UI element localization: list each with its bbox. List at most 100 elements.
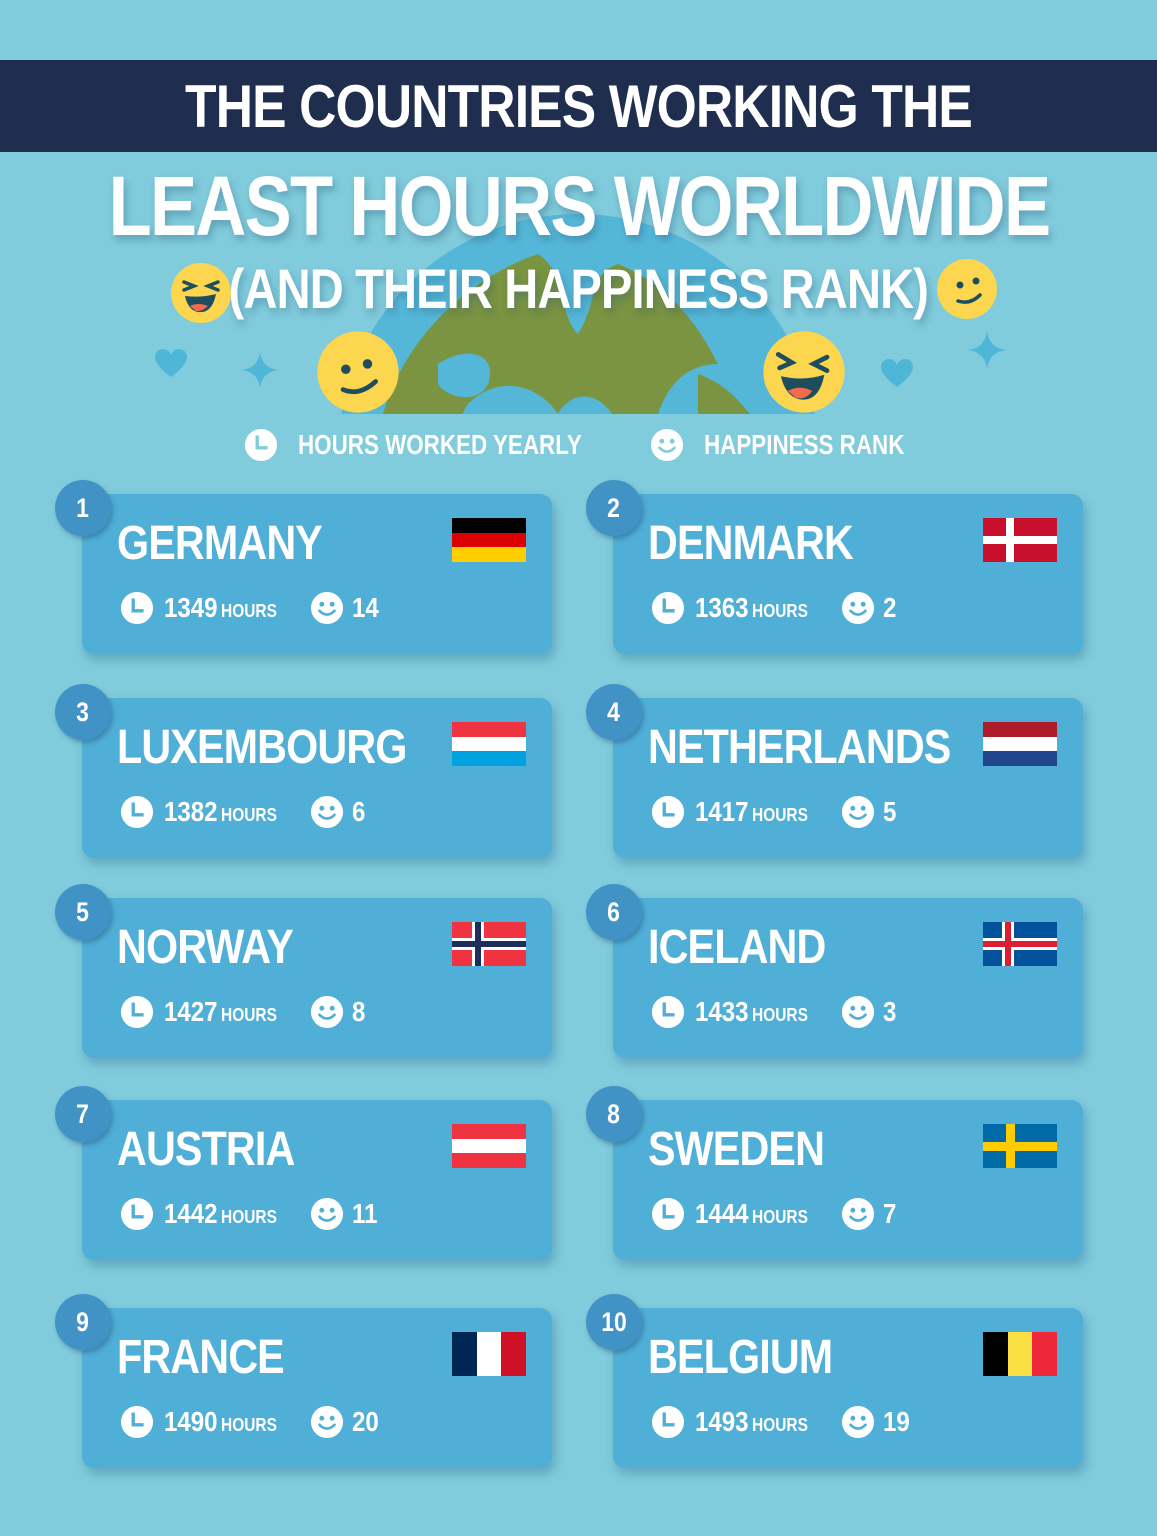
smiley-icon <box>310 591 344 625</box>
rank-badge: 4 <box>586 684 642 740</box>
clock-icon <box>651 995 685 1029</box>
smiley-icon <box>310 795 344 829</box>
iceland-flag-icon <box>983 922 1057 966</box>
hours-unit: HOURS <box>752 1207 808 1227</box>
heart-icon <box>155 349 187 377</box>
country-card-france: FRANCE 1490 HOURS 20 <box>82 1308 552 1468</box>
clock-icon <box>651 795 685 829</box>
hours-unit: HOURS <box>752 805 808 825</box>
country-card-denmark: DENMARK 1363 HOURS 2 <box>613 494 1083 654</box>
country-name: DENMARK <box>648 517 854 570</box>
hours-value: 1382 HOURS <box>164 796 277 827</box>
country-stats: 1490 HOURS 20 <box>120 1404 379 1440</box>
legend-hours-label: HOURS WORKED YEARLY <box>298 429 582 460</box>
title-banner: THE COUNTRIES WORKING THE <box>0 60 1157 152</box>
legend-happiness-label: HAPPINESS RANK <box>704 429 905 460</box>
smiling-emoji-icon <box>317 331 399 413</box>
country-name: ICELAND <box>648 921 826 974</box>
smiley-icon <box>841 795 875 829</box>
country-card-sweden: SWEDEN 1444 HOURS 7 <box>613 1100 1083 1260</box>
country-card-luxembourg: LUXEMBOURG 1382 HOURS 6 <box>82 698 552 858</box>
country-stats: 1363 HOURS 2 <box>651 590 896 626</box>
hours-value: 1417 HOURS <box>695 796 808 827</box>
hours-value: 1433 HOURS <box>695 996 808 1027</box>
hours-value: 1493 HOURS <box>695 1406 808 1437</box>
legend-hours: HOURS WORKED YEARLY <box>244 425 653 465</box>
country-stats: 1417 HOURS 5 <box>651 794 896 830</box>
country-card-norway: NORWAY 1427 HOURS 8 <box>82 898 552 1058</box>
happiness-rank-value: 8 <box>352 996 366 1027</box>
clock-icon <box>120 591 154 625</box>
country-card-austria: AUSTRIA 1442 HOURS 11 <box>82 1100 552 1260</box>
smiley-icon <box>841 591 875 625</box>
happiness-rank-value: 6 <box>352 796 366 827</box>
clock-icon <box>120 795 154 829</box>
country-name: BELGIUM <box>648 1331 833 1384</box>
happiness-rank-value: 19 <box>883 1406 910 1437</box>
rank-badge: 10 <box>586 1294 642 1350</box>
rank-badge: 7 <box>55 1086 111 1142</box>
clock-icon <box>120 995 154 1029</box>
happiness-rank-value: 5 <box>883 796 897 827</box>
smiley-icon <box>310 1197 344 1231</box>
smiley-icon <box>841 995 875 1029</box>
hours-value: 1363 HOURS <box>695 592 808 623</box>
hours-unit: HOURS <box>752 1005 808 1025</box>
hours-unit: HOURS <box>221 805 277 825</box>
country-card-iceland: ICELAND 1433 HOURS 3 <box>613 898 1083 1058</box>
smiley-icon <box>650 428 684 462</box>
happiness-rank-value: 7 <box>883 1198 897 1229</box>
country-stats: 1427 HOURS 8 <box>120 994 365 1030</box>
austria-flag-icon <box>452 1124 526 1168</box>
rank-badge: 6 <box>586 884 642 940</box>
hours-unit: HOURS <box>221 601 277 621</box>
clock-icon <box>651 591 685 625</box>
smiley-icon <box>310 1405 344 1439</box>
rank-badge: 9 <box>55 1294 111 1350</box>
smiley-icon <box>841 1405 875 1439</box>
subtitle: (AND THEIR HAPPINESS RANK) <box>228 257 929 320</box>
country-stats: 1493 HOURS 19 <box>651 1404 910 1440</box>
country-stats: 1349 HOURS 14 <box>120 590 379 626</box>
hours-unit: HOURS <box>752 1415 808 1435</box>
globe-illustration <box>338 214 818 414</box>
country-name: NETHERLANDS <box>648 721 951 774</box>
clock-icon <box>651 1197 685 1231</box>
clock-icon <box>120 1405 154 1439</box>
country-stats: 1433 HOURS 3 <box>651 994 896 1030</box>
country-card-netherlands: NETHERLANDS 1417 HOURS 5 <box>613 698 1083 858</box>
sparkle-icon <box>968 331 1006 369</box>
clock-icon <box>120 1197 154 1231</box>
smiley-icon <box>310 995 344 1029</box>
country-stats: 1382 HOURS 6 <box>120 794 365 830</box>
country-name: LUXEMBOURG <box>117 721 407 774</box>
happiness-rank-value: 11 <box>352 1198 378 1229</box>
hours-unit: HOURS <box>752 601 808 621</box>
hours-unit: HOURS <box>221 1415 277 1435</box>
laughing-emoji-icon <box>763 331 845 413</box>
rank-badge: 8 <box>586 1086 642 1142</box>
smiley-icon <box>841 1197 875 1231</box>
country-stats: 1442 HOURS 11 <box>120 1196 377 1232</box>
smiling-emoji-icon <box>937 259 997 319</box>
country-name: NORWAY <box>117 921 294 974</box>
rank-badge: 3 <box>55 684 111 740</box>
hours-value: 1444 HOURS <box>695 1198 808 1229</box>
country-name: FRANCE <box>117 1331 285 1384</box>
rank-badge: 5 <box>55 884 111 940</box>
france-flag-icon <box>452 1332 526 1376</box>
title-line-1: THE COUNTRIES WORKING THE <box>185 72 973 140</box>
country-name: SWEDEN <box>648 1123 825 1176</box>
laughing-emoji-icon <box>171 263 231 323</box>
happiness-rank-value: 20 <box>352 1406 379 1437</box>
belgium-flag-icon <box>983 1332 1057 1376</box>
norway-flag-icon <box>452 922 526 966</box>
hours-unit: HOURS <box>221 1005 277 1025</box>
happiness-rank-value: 14 <box>352 592 379 623</box>
clock-icon <box>244 428 278 462</box>
rank-badge: 1 <box>55 480 111 536</box>
sparkle-icon <box>242 352 278 388</box>
country-card-belgium: BELGIUM 1493 HOURS 19 <box>613 1308 1083 1468</box>
denmark-flag-icon <box>983 518 1057 562</box>
hours-value: 1442 HOURS <box>164 1198 277 1229</box>
